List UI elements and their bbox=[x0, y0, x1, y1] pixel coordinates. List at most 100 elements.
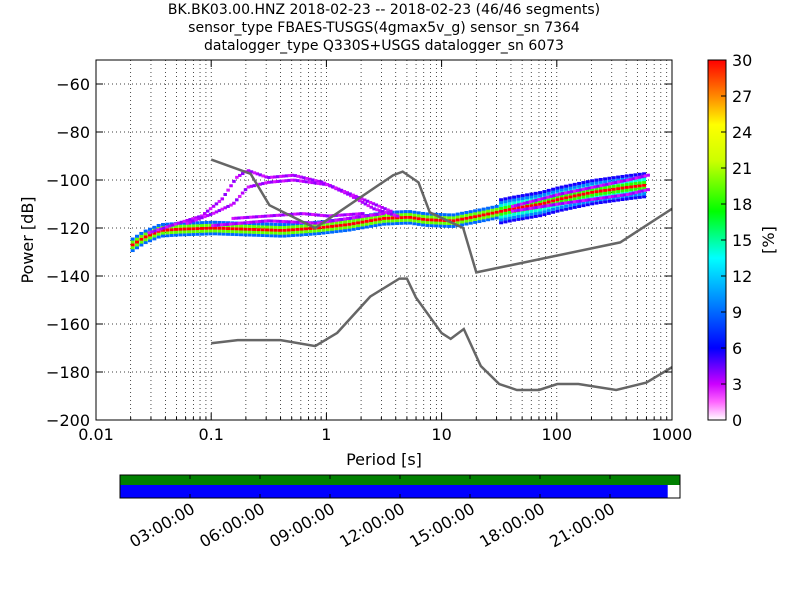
density-cell bbox=[434, 221, 439, 225]
density-cell bbox=[473, 220, 478, 224]
x-tick-label: 1 bbox=[321, 425, 331, 444]
density-cell bbox=[273, 222, 278, 226]
density-cell bbox=[304, 233, 309, 237]
density-cell bbox=[538, 199, 543, 203]
density-cell bbox=[575, 188, 580, 192]
density-cell bbox=[342, 190, 347, 194]
density-cell bbox=[519, 202, 524, 206]
density-cell bbox=[503, 220, 508, 224]
density-cell bbox=[191, 232, 196, 236]
density-cell bbox=[243, 227, 248, 231]
density-cell bbox=[490, 214, 495, 218]
density-cell bbox=[581, 181, 586, 185]
density-cell bbox=[494, 210, 499, 214]
density-cell bbox=[156, 226, 161, 230]
density-cell bbox=[503, 208, 508, 212]
density-cell bbox=[399, 213, 404, 217]
density-cell bbox=[564, 207, 569, 211]
density-cell bbox=[603, 186, 608, 190]
density-cell bbox=[608, 195, 612, 199]
density-cell bbox=[434, 224, 439, 228]
density-cell bbox=[325, 231, 330, 235]
density-cell bbox=[273, 231, 278, 235]
density-cell bbox=[628, 192, 633, 196]
density-cell bbox=[162, 226, 166, 230]
density-cell bbox=[537, 197, 541, 201]
density-cell bbox=[258, 182, 262, 186]
density-cell bbox=[389, 212, 394, 216]
density-cell bbox=[516, 215, 521, 219]
density-cell bbox=[243, 224, 248, 228]
density-cell bbox=[559, 194, 564, 198]
density-cell bbox=[499, 209, 504, 213]
density-cell bbox=[642, 183, 647, 187]
density-cell bbox=[278, 223, 283, 227]
density-cell bbox=[235, 175, 239, 179]
density-cell bbox=[360, 220, 365, 224]
density-cell bbox=[631, 191, 636, 195]
density-cell bbox=[275, 213, 280, 217]
density-cell bbox=[386, 222, 391, 226]
density-cell bbox=[366, 204, 371, 208]
density-cell bbox=[343, 226, 348, 230]
density-cell bbox=[629, 185, 634, 189]
density-cell bbox=[460, 223, 465, 227]
density-cell bbox=[395, 214, 400, 218]
density-cell bbox=[319, 213, 324, 217]
density-cell bbox=[563, 201, 568, 205]
density-cell bbox=[369, 216, 374, 220]
density-cell bbox=[211, 224, 215, 228]
density-cell bbox=[416, 214, 421, 218]
density-cell bbox=[316, 181, 320, 185]
density-cell bbox=[247, 227, 252, 231]
density-cell bbox=[513, 209, 518, 213]
density-cell bbox=[311, 178, 315, 182]
density-cell bbox=[275, 180, 280, 184]
density-cell bbox=[204, 220, 209, 224]
density-cell bbox=[637, 172, 642, 176]
density-cell bbox=[559, 208, 564, 212]
density-cell bbox=[637, 181, 642, 185]
density-cell bbox=[208, 212, 213, 216]
density-cell bbox=[598, 189, 603, 193]
density-cell bbox=[156, 232, 161, 236]
density-cell bbox=[568, 186, 573, 190]
density-cell bbox=[629, 196, 634, 200]
density-cell bbox=[182, 224, 187, 228]
density-cell bbox=[538, 202, 543, 206]
density-cell bbox=[587, 198, 592, 202]
density-cell bbox=[217, 223, 221, 227]
density-cell bbox=[499, 204, 504, 208]
density-cell bbox=[416, 219, 421, 223]
density-cell bbox=[438, 224, 443, 228]
density-cell bbox=[408, 212, 413, 216]
colorbar-tick-label: 3 bbox=[732, 375, 742, 394]
y-tick-label: −160 bbox=[46, 315, 90, 334]
density-cell bbox=[634, 176, 639, 180]
density-cell bbox=[412, 222, 417, 226]
density-cell bbox=[377, 217, 382, 221]
density-cell bbox=[429, 221, 434, 225]
y-tick-label: −80 bbox=[56, 123, 90, 142]
density-cell bbox=[347, 225, 352, 229]
density-cell bbox=[243, 188, 248, 192]
density-cell bbox=[507, 205, 512, 209]
density-cell bbox=[211, 204, 216, 208]
density-cell bbox=[185, 218, 189, 222]
density-cell bbox=[377, 220, 382, 224]
density-cell bbox=[568, 192, 573, 196]
density-cell bbox=[520, 205, 525, 209]
density-cell bbox=[494, 207, 499, 211]
density-cell bbox=[161, 222, 166, 226]
density-cell bbox=[260, 228, 265, 232]
density-cell bbox=[542, 201, 547, 205]
density-cell bbox=[161, 234, 166, 238]
colorbar-tick-label: 6 bbox=[732, 339, 742, 358]
density-cell bbox=[416, 211, 421, 215]
density-cell bbox=[598, 180, 603, 184]
density-cell bbox=[590, 187, 595, 191]
density-cell bbox=[598, 177, 603, 181]
density-cell bbox=[578, 188, 583, 192]
density-cell bbox=[197, 217, 201, 221]
density-cell bbox=[305, 212, 309, 216]
